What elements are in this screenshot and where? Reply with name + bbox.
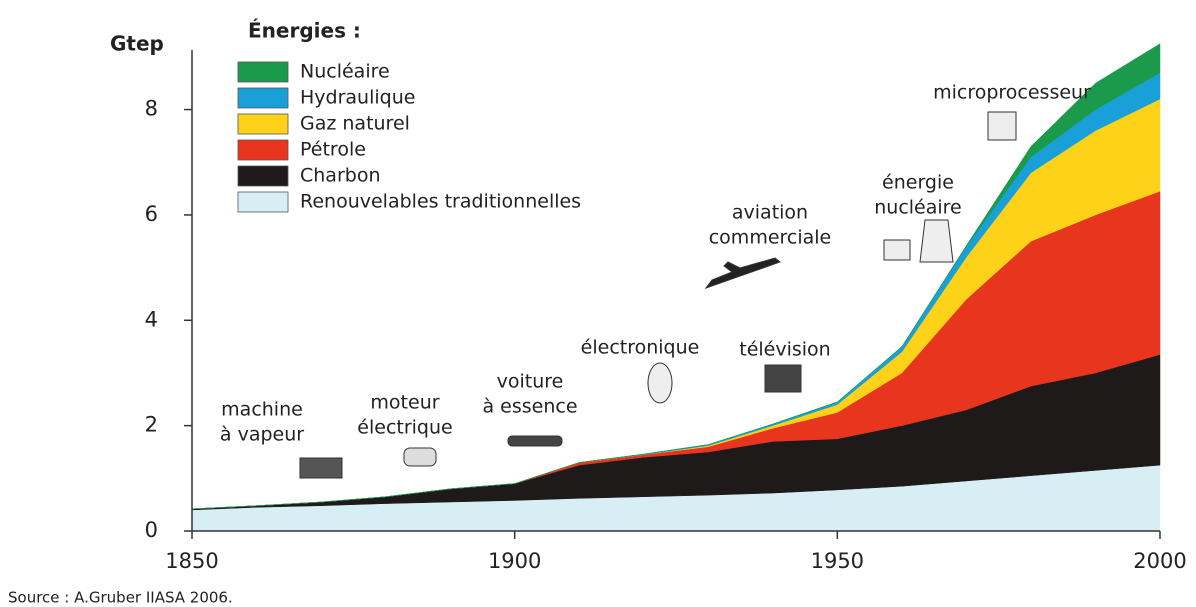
x-tick-label: 1950 xyxy=(811,549,864,573)
icon-tv xyxy=(764,364,802,393)
area xyxy=(191,43,1161,510)
legend-label: Hydraulique xyxy=(300,87,415,109)
annotation: télévision xyxy=(739,339,830,361)
y-tick-label: 0 xyxy=(145,518,158,542)
annotation: moteur xyxy=(370,392,439,414)
legend-label: Gaz naturel xyxy=(300,113,410,135)
icon-engine xyxy=(299,457,343,479)
annotation: à vapeur xyxy=(220,424,304,446)
y-tick-label: 4 xyxy=(145,307,158,331)
x-tick-label: 1850 xyxy=(165,549,218,573)
icon-bulb xyxy=(647,362,673,404)
legend-label: Pétrole xyxy=(300,139,366,161)
annotation: électronique xyxy=(581,337,700,359)
x-tick-label: 1900 xyxy=(488,549,541,573)
annotation: machine xyxy=(221,399,303,421)
annotation: à essence xyxy=(482,396,577,418)
y-tick-label: 6 xyxy=(145,202,158,226)
annotation: électrique xyxy=(357,417,452,439)
areas xyxy=(191,43,1161,532)
annotation: voiture xyxy=(497,371,564,393)
source: Source : A.Gruber IIASA 2006. xyxy=(8,589,233,607)
legend-swatch xyxy=(237,139,289,161)
y-tick-label: 8 xyxy=(145,97,158,121)
legend-swatch xyxy=(237,113,289,135)
icon-plane xyxy=(704,257,782,290)
x-tick-label: 2000 xyxy=(1133,549,1186,573)
icon-tower xyxy=(919,219,954,263)
annotation: nucléaire xyxy=(874,197,962,219)
legend-label: Charbon xyxy=(300,165,381,187)
legend-label: Renouvelables traditionnelles xyxy=(300,191,581,213)
legend-swatch xyxy=(237,165,289,187)
annotation: aviation xyxy=(732,202,808,224)
legend-swatch xyxy=(237,191,289,213)
annotation: commerciale xyxy=(709,227,832,249)
icon-car xyxy=(507,435,563,447)
annotation: énergie xyxy=(882,172,954,194)
legend-label: Nucléaire xyxy=(300,61,390,83)
icon-chip xyxy=(987,111,1017,141)
annotation: microprocesseur xyxy=(933,82,1091,104)
y-axis-label: Gtep xyxy=(110,32,164,56)
legend-swatch xyxy=(237,87,289,109)
legend-title: Énergies : xyxy=(248,19,361,43)
icon-motor xyxy=(403,447,437,467)
y-tick-label: 2 xyxy=(145,413,158,437)
icon-plant xyxy=(883,239,911,261)
icons xyxy=(299,111,1017,479)
legend-swatch xyxy=(237,61,289,83)
